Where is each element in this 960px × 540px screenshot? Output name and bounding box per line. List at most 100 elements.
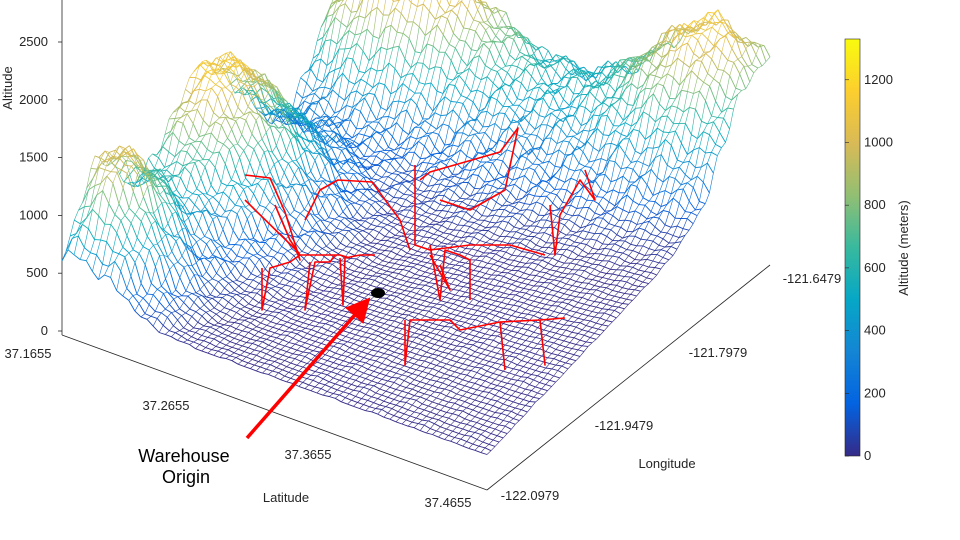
terrain-grid-line <box>474 133 482 142</box>
terrain-grid-line <box>567 135 574 138</box>
terrain-grid-line <box>444 341 451 345</box>
terrain-grid-line <box>480 385 488 389</box>
terrain-grid-line <box>471 248 478 252</box>
terrain-grid-line <box>404 136 411 142</box>
terrain-grid-line <box>223 338 231 343</box>
terrain-grid-line <box>586 223 593 227</box>
terrain-grid-line <box>523 381 530 386</box>
terrain-grid-line <box>239 197 246 208</box>
terrain-grid-line <box>537 281 545 284</box>
terrain-grid-line <box>136 237 144 247</box>
terrain-grid-line <box>318 213 325 221</box>
terrain-grid-line <box>485 255 492 259</box>
terrain-grid-line <box>364 282 371 286</box>
terrain-grid-line <box>465 307 472 310</box>
terrain-grid-line <box>246 356 253 360</box>
terrain-grid-line <box>654 226 662 233</box>
terrain-grid-line <box>489 283 496 287</box>
terrain-grid-line <box>592 263 599 266</box>
terrain-grid-line <box>381 332 389 336</box>
terrain-grid-line <box>242 78 249 82</box>
terrain-grid-line <box>438 96 446 104</box>
terrain-grid-line <box>621 97 628 105</box>
terrain-grid-line <box>666 232 674 236</box>
terrain-grid-line <box>531 357 538 361</box>
terrain-grid-line <box>527 37 535 54</box>
terrain-grid-line <box>357 339 365 343</box>
terrain-grid-line <box>392 286 399 290</box>
terrain-grid-line <box>507 272 514 276</box>
terrain-grid-line <box>547 340 554 344</box>
terrain-grid-line <box>287 272 294 277</box>
terrain-grid-line <box>450 440 457 444</box>
terrain-grid-line <box>731 94 739 101</box>
terrain-grid-line <box>497 226 505 231</box>
terrain-grid-line <box>634 150 642 155</box>
terrain-grid-line <box>450 60 458 74</box>
terrain-grid-line <box>436 191 443 193</box>
terrain-grid-line <box>195 311 203 317</box>
terrain-grid-line <box>517 66 524 71</box>
terrain-grid-line <box>426 367 433 370</box>
terrain-grid-line <box>507 399 514 403</box>
terrain-grid-line <box>400 279 407 282</box>
terrain-grid-line <box>450 424 457 428</box>
terrain-grid-line <box>186 151 194 160</box>
terrain-grid-line <box>490 399 498 402</box>
terrain-grid-line <box>226 255 234 263</box>
terrain-grid-line <box>359 199 366 202</box>
terrain-grid-line <box>268 300 276 303</box>
terrain-grid-line <box>553 83 560 88</box>
terrain-grid-line <box>501 380 508 384</box>
terrain-grid-line <box>529 351 536 355</box>
terrain-grid-line <box>130 165 138 175</box>
terrain-grid-line <box>648 115 656 123</box>
terrain-grid-line <box>323 318 330 322</box>
terrain-grid-line <box>476 438 484 443</box>
terrain-grid-line <box>442 366 449 371</box>
terrain-grid-line <box>449 277 456 280</box>
terrain-grid-line <box>553 310 561 314</box>
terrain-grid-line <box>362 292 369 295</box>
terrain-grid-line <box>602 196 610 203</box>
terrain-grid-line <box>224 307 231 311</box>
terrain-grid-line <box>569 358 577 362</box>
terrain-grid-line <box>495 300 502 303</box>
terrain-grid-line <box>391 173 399 175</box>
terrain-grid-line <box>446 411 453 415</box>
terrain-grid-line <box>199 289 207 298</box>
terrain-grid-line <box>482 407 490 411</box>
terrain-grid-line <box>531 54 539 65</box>
terrain-grid-line <box>460 357 467 360</box>
terrain-grid-line <box>388 262 395 264</box>
terrain-grid-line <box>660 249 668 252</box>
terrain-grid-line <box>381 222 388 226</box>
terrain-grid-line <box>217 68 225 73</box>
terrain-grid-line <box>527 88 534 92</box>
terrain-grid-line <box>173 325 180 331</box>
terrain-grid-line <box>303 336 310 340</box>
terrain-grid-line <box>478 347 486 351</box>
terrain-grid-line <box>248 303 255 307</box>
terrain-grid-line <box>193 88 200 92</box>
terrain-grid-line <box>365 347 373 351</box>
terrain-grid-line <box>363 386 370 390</box>
terrain-grid-line <box>300 135 308 148</box>
terrain-grid-line <box>599 77 607 84</box>
terrain-grid-line <box>608 223 615 227</box>
terrain-grid-line <box>328 17 336 28</box>
terrain-grid-line <box>462 410 470 415</box>
terrain-grid-line <box>555 364 562 367</box>
terrain-grid-line <box>366 256 373 263</box>
terrain-grid-line <box>480 367 488 372</box>
terrain-grid-line <box>442 304 450 309</box>
terrain-grid-line <box>525 355 532 359</box>
terrain-grid-line <box>395 202 402 207</box>
terrain-grid-line <box>338 192 346 201</box>
terrain-grid-line <box>404 98 412 104</box>
terrain-grid-line <box>290 347 298 351</box>
terrain-grid-line <box>610 248 617 253</box>
terrain-grid-line <box>652 216 660 219</box>
terrain-grid-line <box>573 306 581 309</box>
terrain-grid-line <box>725 23 733 30</box>
